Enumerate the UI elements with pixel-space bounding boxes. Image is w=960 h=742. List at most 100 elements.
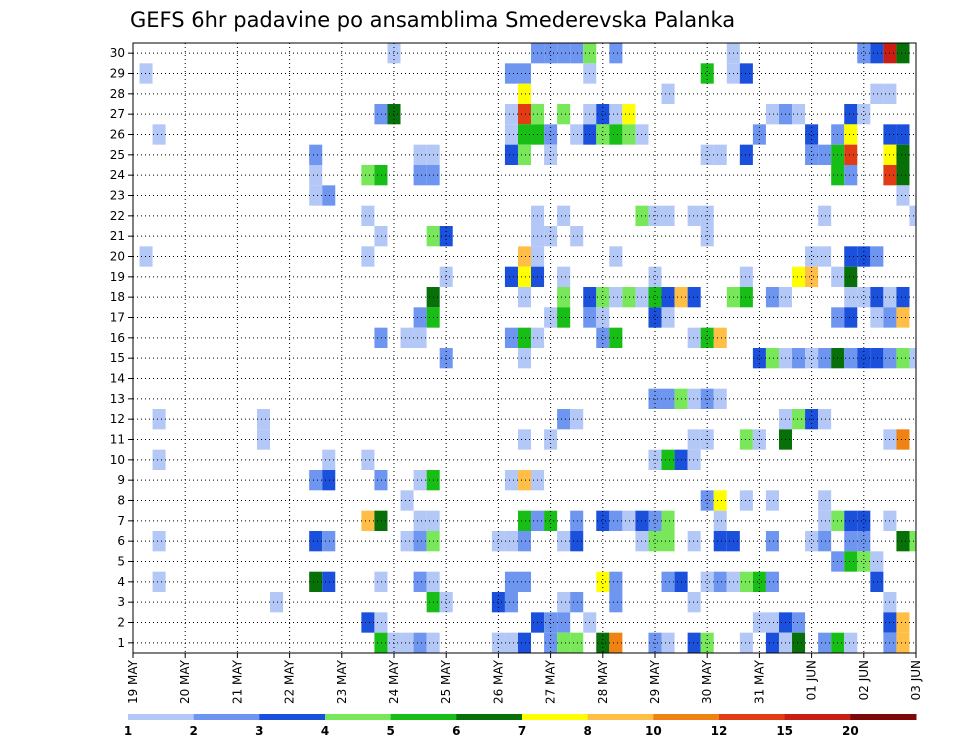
y-tick-label: 7 xyxy=(117,514,125,528)
precip-cell xyxy=(792,348,806,369)
precip-cell xyxy=(792,612,806,633)
precip-cell xyxy=(504,144,518,165)
precip-cell xyxy=(752,348,766,369)
precip-cell xyxy=(739,63,753,84)
x-tick-label: 20 MAY xyxy=(178,659,192,704)
precip-cell xyxy=(609,510,623,531)
precip-cell xyxy=(700,327,714,348)
y-tick-label: 16 xyxy=(110,331,125,345)
precip-cell xyxy=(609,327,623,348)
precip-cell xyxy=(687,205,701,226)
precip-cell xyxy=(896,307,910,328)
precip-cell xyxy=(504,470,518,491)
colorbar-label: 15 xyxy=(776,724,793,738)
colorbar-swatch xyxy=(259,714,326,720)
precip-cell xyxy=(896,348,910,369)
precip-cell xyxy=(387,43,401,64)
precip-cell xyxy=(517,348,532,369)
precip-cell xyxy=(870,83,884,104)
precip-cell xyxy=(896,287,910,308)
y-tick-label: 26 xyxy=(110,128,125,142)
precip-cell xyxy=(739,632,753,653)
x-tick-label: 21 MAY xyxy=(230,659,244,704)
precip-cell xyxy=(504,124,518,145)
precip-cell xyxy=(270,592,284,613)
precip-cell xyxy=(557,104,571,125)
colorbar-label: 3 xyxy=(255,724,263,738)
precip-cell xyxy=(805,144,819,165)
y-tick-label: 13 xyxy=(110,392,125,406)
precip-cell xyxy=(596,124,610,145)
precip-cell xyxy=(361,205,375,226)
precip-cell xyxy=(439,226,453,247)
precip-cell xyxy=(661,510,675,531)
precip-cell xyxy=(648,266,662,287)
precip-cell xyxy=(517,83,532,104)
precip-cell xyxy=(870,348,884,369)
precip-cell xyxy=(152,449,166,470)
y-tick-label: 18 xyxy=(110,290,125,304)
precip-cell xyxy=(700,571,714,592)
precip-cell xyxy=(322,571,336,592)
precip-cell xyxy=(374,226,388,247)
precip-cell xyxy=(648,531,662,552)
precip-cell xyxy=(739,571,753,592)
x-tick-label: 22 MAY xyxy=(283,659,297,704)
y-tick-label: 15 xyxy=(110,351,125,365)
precip-cell xyxy=(896,144,910,165)
precip-cell xyxy=(557,307,571,328)
precip-cell xyxy=(700,388,714,409)
colorbar-label: 7 xyxy=(518,724,526,738)
precip-cell xyxy=(517,287,532,308)
colorbar-label: 8 xyxy=(583,724,591,738)
precip-cell xyxy=(661,205,675,226)
precip-cell xyxy=(844,246,858,267)
precip-cell xyxy=(374,165,388,186)
precip-cell xyxy=(870,43,884,64)
precip-cell xyxy=(361,449,375,470)
precip-cell xyxy=(818,490,832,511)
x-tick-label: 19 MAY xyxy=(126,659,140,704)
precip-cell xyxy=(818,144,832,165)
precip-cell xyxy=(517,124,532,145)
x-tick-label: 01 JUN xyxy=(805,660,819,700)
precip-cell xyxy=(857,43,871,64)
precip-cell xyxy=(857,104,871,125)
precip-cell xyxy=(557,612,571,633)
precip-cell xyxy=(792,409,806,430)
precip-cell xyxy=(896,612,910,633)
precip-cell xyxy=(844,510,858,531)
precip-cell xyxy=(517,429,532,450)
colorbar-label: 10 xyxy=(645,724,662,738)
y-tick-label: 21 xyxy=(110,229,125,243)
precip-cell xyxy=(544,43,558,64)
precip-cell xyxy=(896,632,910,653)
precip-cell xyxy=(491,531,505,552)
colorbar-swatch xyxy=(784,714,851,720)
precip-cell xyxy=(544,307,558,328)
precip-cell xyxy=(570,43,584,64)
precip-cell xyxy=(309,185,323,206)
precip-cell xyxy=(713,327,727,348)
precip-cell xyxy=(152,571,166,592)
precip-cell xyxy=(648,388,662,409)
colorbar-swatch xyxy=(325,714,392,720)
precip-cell xyxy=(805,246,819,267)
precip-cell xyxy=(857,531,871,552)
precip-cell xyxy=(844,551,858,572)
precip-cell xyxy=(139,246,153,267)
y-tick-label: 2 xyxy=(117,616,125,630)
precip-cell xyxy=(517,531,532,552)
precip-cell xyxy=(648,510,662,531)
precip-cell xyxy=(387,104,401,125)
precip-cell xyxy=(844,124,858,145)
precip-cell xyxy=(374,632,388,653)
precip-cell xyxy=(609,287,623,308)
precip-cell xyxy=(439,348,453,369)
y-tick-label: 22 xyxy=(110,209,125,223)
precip-cell xyxy=(557,531,571,552)
precip-cell xyxy=(544,124,558,145)
precip-cell xyxy=(557,287,571,308)
precip-cell xyxy=(374,327,388,348)
colorbar-swatch xyxy=(850,714,917,720)
